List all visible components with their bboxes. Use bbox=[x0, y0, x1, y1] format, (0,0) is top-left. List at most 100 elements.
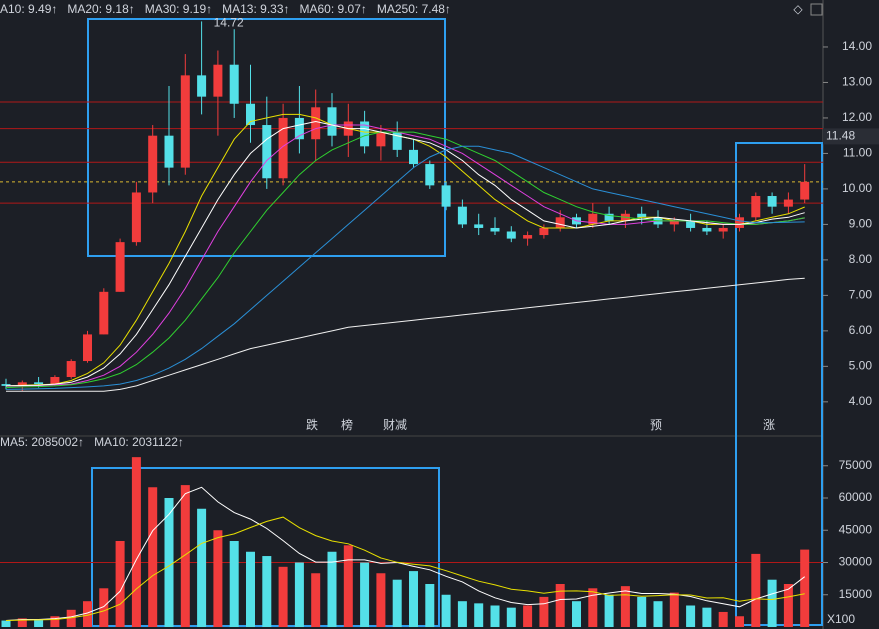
volume-bar bbox=[604, 594, 614, 627]
candle-body bbox=[66, 361, 76, 377]
candle-body bbox=[474, 224, 484, 228]
volume-bar bbox=[425, 584, 435, 627]
volume-bar bbox=[148, 487, 158, 627]
candle-body bbox=[83, 334, 92, 362]
highlight-box bbox=[87, 18, 446, 257]
candle-body bbox=[148, 135, 158, 193]
candle-body bbox=[490, 227, 500, 232]
volume-bar bbox=[34, 619, 44, 627]
volume-bar bbox=[1, 620, 11, 627]
candle-body bbox=[229, 64, 239, 104]
candle-body bbox=[50, 376, 60, 385]
volume-bar bbox=[767, 579, 777, 627]
candle-body bbox=[17, 382, 27, 386]
volume-bar bbox=[620, 586, 630, 627]
volume-bar bbox=[17, 618, 27, 627]
y-tick-label: 4.00 bbox=[849, 394, 873, 408]
candle-body bbox=[751, 196, 761, 218]
event-marker: 预 bbox=[650, 418, 662, 432]
event-marker: 财减 bbox=[383, 418, 407, 432]
candle-body bbox=[180, 75, 190, 168]
volume-bar bbox=[783, 584, 793, 627]
candle-body bbox=[131, 192, 141, 243]
volume-bar bbox=[229, 541, 239, 627]
volume-bar bbox=[735, 616, 744, 627]
volume-bar bbox=[180, 485, 190, 627]
ma-line bbox=[6, 277, 805, 392]
candle-body bbox=[409, 149, 418, 165]
candle-body bbox=[539, 227, 549, 236]
volume-bar bbox=[343, 545, 353, 627]
candle-body bbox=[164, 135, 174, 168]
volume-bar bbox=[392, 579, 402, 627]
candle-body bbox=[555, 217, 565, 228]
ma-line bbox=[5, 131, 805, 389]
candle-body bbox=[213, 64, 223, 97]
volume-bar bbox=[327, 551, 337, 627]
candle-body bbox=[523, 235, 533, 239]
volume-bar bbox=[457, 601, 467, 627]
volume-bar bbox=[213, 530, 223, 627]
volume-bar bbox=[294, 562, 304, 627]
candle-body bbox=[115, 242, 125, 292]
volume-bar bbox=[311, 573, 321, 627]
volume-bar bbox=[669, 592, 679, 627]
volume-bar bbox=[800, 549, 810, 627]
volume-bar bbox=[50, 616, 60, 627]
volume-bar bbox=[376, 573, 386, 627]
volume-bar bbox=[131, 457, 141, 627]
ma-line bbox=[5, 120, 805, 387]
candle-body bbox=[392, 132, 402, 150]
candle-body bbox=[800, 181, 810, 200]
volume-bar bbox=[686, 605, 696, 627]
volume-bar bbox=[751, 553, 761, 627]
candle-body bbox=[34, 382, 44, 385]
legend-entry: MA60: 9.07↑ bbox=[300, 2, 367, 16]
legend-entry: MA13: 9.33↑ bbox=[222, 2, 289, 16]
icon[interactable]: ◇ bbox=[793, 2, 803, 16]
legend-entry: MA250: 7.48↑ bbox=[377, 2, 451, 16]
candle-body bbox=[441, 185, 451, 207]
candle-body bbox=[457, 206, 467, 225]
legend-entry: MA10: 2031122↑ bbox=[94, 435, 184, 449]
candle-body bbox=[311, 107, 321, 140]
volume-bar bbox=[83, 601, 92, 627]
candle-body bbox=[262, 125, 272, 179]
icon[interactable] bbox=[810, 3, 823, 16]
legend-entry: MA20: 9.18↑ bbox=[67, 2, 134, 16]
candle-body bbox=[1, 384, 11, 386]
legend-entry: MA5: 2085002↑ bbox=[0, 435, 84, 449]
y-tick-label: 14.00 bbox=[842, 39, 872, 53]
candle-body bbox=[735, 217, 744, 228]
candle-body bbox=[669, 220, 679, 225]
candle-body bbox=[197, 75, 207, 97]
candle-body bbox=[506, 231, 516, 239]
candle-body bbox=[718, 227, 728, 232]
volume-bar bbox=[539, 596, 549, 627]
volume-bar bbox=[246, 551, 255, 627]
volume-bar bbox=[197, 508, 207, 627]
candle-body bbox=[637, 213, 647, 218]
y-tick-label: 12.00 bbox=[842, 110, 872, 124]
volume-bar bbox=[490, 605, 500, 627]
candle-body bbox=[783, 199, 793, 207]
volume-bar bbox=[637, 596, 647, 627]
y-tick-label: 75000 bbox=[839, 458, 873, 472]
candle-body bbox=[425, 164, 435, 186]
y-tick-label: 13.00 bbox=[842, 75, 872, 89]
event-marker: 榜 bbox=[341, 417, 353, 432]
y-tick-label: 8.00 bbox=[849, 252, 873, 266]
unit-label: X100 bbox=[827, 612, 855, 626]
volume-bar bbox=[409, 571, 418, 627]
volume-bar bbox=[115, 541, 125, 627]
volume-bar bbox=[360, 562, 370, 627]
price-marker-label: 11.48 bbox=[826, 129, 855, 143]
candle-body bbox=[767, 196, 777, 207]
candle-body bbox=[278, 117, 288, 179]
y-tick-label: 9.00 bbox=[849, 217, 873, 231]
volume-bar bbox=[588, 588, 598, 627]
ma-line bbox=[5, 516, 805, 621]
volume-bar bbox=[262, 556, 272, 627]
ma-line bbox=[5, 486, 806, 621]
